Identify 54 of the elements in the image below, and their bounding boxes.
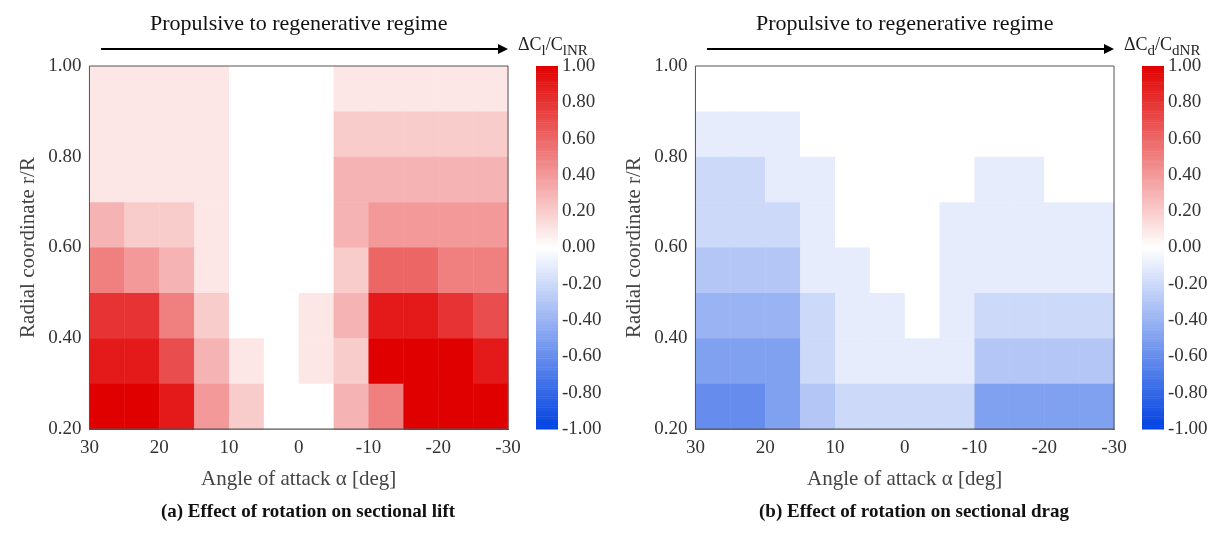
y-tick-label: 0.20 — [48, 416, 82, 438]
x-tick-label: -30 — [1101, 436, 1127, 458]
color-bar-label: -0.20 — [1168, 271, 1208, 293]
color-bar-label: 0.80 — [562, 90, 596, 112]
x-axis-title: Angle of attack α [deg] — [807, 465, 1003, 490]
color-bar-label: -1.00 — [1168, 416, 1208, 438]
y-tick-label: 0.60 — [654, 235, 688, 257]
color-bar-label: 0.40 — [562, 162, 596, 184]
color-bar-label: -0.80 — [1168, 380, 1208, 402]
color-bar-label: -0.60 — [562, 344, 602, 366]
y-tick-label: 1.00 — [48, 53, 82, 75]
y-tick-label: 0.20 — [654, 416, 688, 438]
x-tick-label: -10 — [355, 436, 382, 458]
color-bar-label: 0.80 — [1168, 90, 1202, 112]
y-tick-label: 0.40 — [654, 326, 688, 348]
x-axis-title: Angle of attack α [deg] — [201, 465, 397, 490]
color-bar-label: -1.00 — [562, 416, 602, 438]
color-bar-label: 0.20 — [562, 199, 596, 221]
color-bar-label: -0.80 — [562, 380, 602, 402]
color-bar-label: 0.60 — [562, 126, 596, 148]
text: (b) Effect of rotation on sectional drag — [758, 500, 1070, 522]
color-bar-label: -0.40 — [562, 308, 602, 330]
x-tick-label: 30 — [79, 436, 99, 458]
y-tick-label: 0.80 — [654, 144, 688, 166]
color-bar-label: -0.40 — [1168, 308, 1208, 330]
x-tick-label: 0 — [899, 436, 910, 458]
color-bar-label: -0.60 — [1168, 344, 1208, 366]
x-tick-label: 30 — [685, 436, 705, 458]
y-axis-title: Radial coordinate r/R — [621, 157, 646, 338]
x-tick-label: 20 — [149, 436, 169, 458]
y-tick-label: 0.60 — [48, 235, 82, 257]
y-tick-label: 1.00 — [654, 53, 688, 75]
x-tick-label: 0 — [293, 436, 304, 458]
x-tick-label: 10 — [825, 436, 845, 458]
color-bar-label: 0.60 — [1168, 126, 1202, 148]
color-bar-title: ΔC$_{l}$/C$_{lNR}$ — [518, 34, 588, 58]
y-axis-title: Radial coordinate r/R — [15, 157, 40, 338]
color-bar-title: ΔC$_{d}$/C$_{dNR}$ — [1124, 34, 1201, 58]
color-bar-label: 0.40 — [1168, 162, 1202, 184]
color-bar-label: -0.20 — [562, 271, 602, 293]
x-tick-label: -10 — [961, 436, 988, 458]
text: (a) Effect of rotation on sectional lift — [159, 500, 457, 522]
x-tick-label: 10 — [219, 436, 239, 458]
text: Propulsive to regenerative regime — [148, 10, 449, 36]
text: Propulsive to regenerative regime — [754, 10, 1055, 36]
x-tick-label: -20 — [1031, 436, 1057, 458]
y-tick-label: 0.80 — [48, 144, 82, 166]
x-tick-label: 20 — [755, 436, 775, 458]
color-bar-label: 0.00 — [562, 235, 596, 257]
x-tick-label: -30 — [495, 436, 521, 458]
color-bar-label: 0.20 — [1168, 199, 1202, 221]
color-bar-label: 0.00 — [1168, 235, 1202, 257]
y-tick-label: 0.40 — [48, 326, 82, 348]
x-tick-label: -20 — [425, 436, 451, 458]
